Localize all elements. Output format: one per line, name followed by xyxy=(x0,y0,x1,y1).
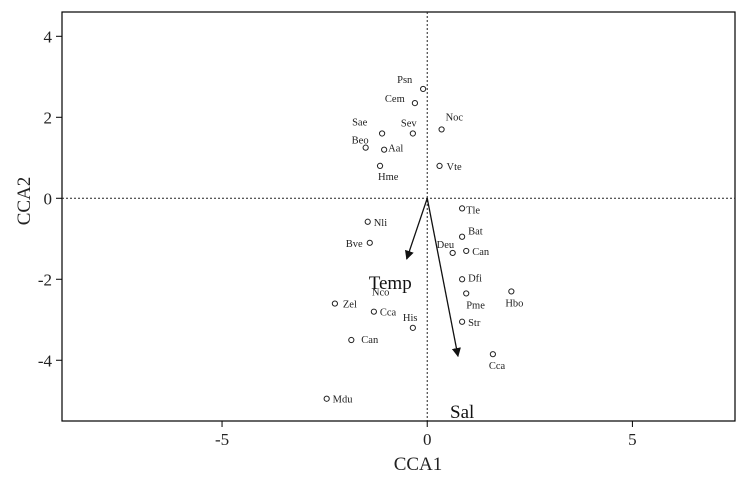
x-tick-label: 0 xyxy=(423,430,432,449)
species-label-hbo: Hbo xyxy=(505,298,523,309)
species-point-zel xyxy=(331,300,338,307)
vector-label-temp: Temp xyxy=(369,273,412,294)
species-point-cca xyxy=(489,351,496,358)
species-label-noc: Noc xyxy=(446,112,464,123)
zero-lines xyxy=(62,12,735,421)
species-label-dfi: Dfi xyxy=(468,273,482,284)
species-point-dfi xyxy=(459,276,466,283)
species-label-can: Can xyxy=(361,335,379,346)
species-point-psn xyxy=(420,85,427,93)
species-point-his xyxy=(409,324,416,331)
species-point-vte xyxy=(436,162,443,169)
species-point-cem xyxy=(411,100,419,107)
x-tick-label: -5 xyxy=(215,430,229,449)
species-label-cca: Cca xyxy=(380,308,397,319)
y-axis-title: CCA2 xyxy=(14,177,35,226)
species-point-beo xyxy=(362,144,369,151)
species-point-hbo xyxy=(508,288,515,295)
species-point-str xyxy=(459,318,466,325)
species-label-his: His xyxy=(403,313,418,324)
species-label-beo: Beo xyxy=(352,136,369,147)
species-point-bat xyxy=(459,233,466,240)
species-label-aal: Aal xyxy=(388,144,403,155)
species-point-deu xyxy=(449,249,456,257)
species-point-cca xyxy=(370,308,377,315)
species-label-tle: Tle xyxy=(466,205,480,216)
species-label-nco: Nco xyxy=(372,287,390,298)
environment-vectors: Temp Sal xyxy=(369,198,474,423)
species-label-vte: Vte xyxy=(447,162,463,173)
species-label-cem: Cem xyxy=(385,94,405,105)
vector-label-sal: Sal xyxy=(450,402,474,423)
y-tick-label: -4 xyxy=(38,351,53,370)
species-point-mdu xyxy=(323,395,330,402)
axis-ticks: -5 0 5 -4 -2 0 2 4 xyxy=(38,27,637,449)
species-label-nli: Nli xyxy=(374,218,388,229)
species-point-sae xyxy=(378,130,386,137)
species-point-can xyxy=(348,336,355,344)
species-label-str: Str xyxy=(468,318,481,329)
species-points: Psn Cem Noc Sae Sev Beo Aal Hme Vte Tle Nli Bat Bve D… xyxy=(323,75,523,406)
vector-arrow-sal xyxy=(426,198,461,358)
species-label-pme: Pme xyxy=(466,300,485,311)
species-point-tle xyxy=(459,205,466,212)
vector-arrow-temp xyxy=(405,198,428,260)
species-label-bat: Bat xyxy=(468,227,483,238)
species-point-pme xyxy=(463,290,470,297)
species-point-nli xyxy=(364,218,371,225)
species-label-mdu: Mdu xyxy=(333,395,354,406)
species-label-cca: Cca xyxy=(489,361,506,372)
species-label-hme: Hme xyxy=(378,172,399,183)
species-point-aal xyxy=(381,146,388,153)
y-tick-label: 0 xyxy=(44,189,53,208)
species-label-sev: Sev xyxy=(401,118,418,129)
species-point-noc xyxy=(438,126,445,133)
plot-frame xyxy=(61,11,736,422)
species-point-sev xyxy=(409,130,416,137)
y-tick-label: 4 xyxy=(44,27,53,46)
y-tick-label: 2 xyxy=(44,108,53,127)
y-tick-label: -2 xyxy=(38,270,52,289)
species-label-can: Can xyxy=(472,247,490,258)
species-label-psn: Psn xyxy=(397,75,413,86)
species-point-bve xyxy=(366,239,373,246)
species-label-bve: Bve xyxy=(346,239,363,250)
x-tick-label: 5 xyxy=(628,430,637,449)
species-point-hme xyxy=(376,162,384,169)
species-label-zel: Zel xyxy=(343,300,357,311)
species-point-can xyxy=(463,247,470,255)
species-label-deu: Deu xyxy=(437,240,455,251)
x-axis-title: CCA1 xyxy=(394,454,443,475)
species-label-sae: Sae xyxy=(352,117,368,128)
